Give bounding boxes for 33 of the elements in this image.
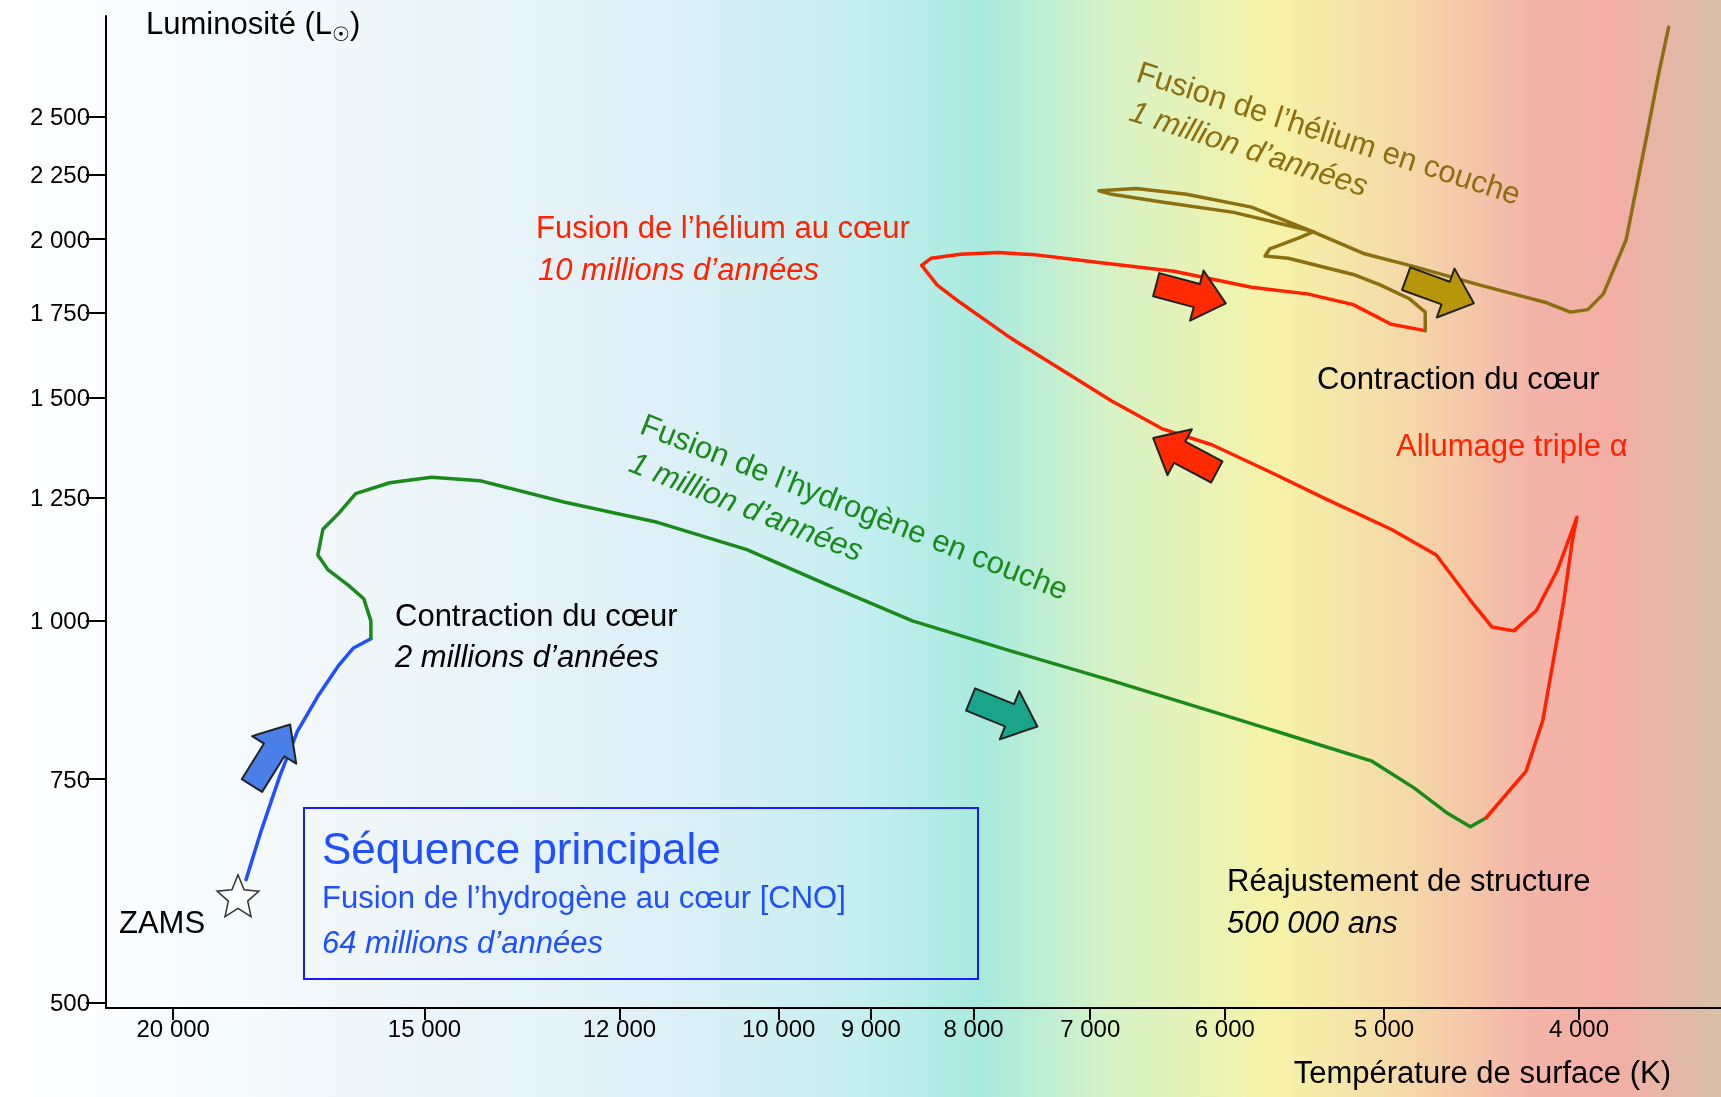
x-tick-label: 8 000	[943, 1014, 1004, 1042]
annotation: Contraction du cœur	[395, 597, 678, 633]
annotation: Allumage triple α	[1396, 427, 1628, 463]
x-tick-label: 10 000	[741, 1014, 816, 1042]
annotation: Fusion de l’hélium au cœur	[536, 209, 910, 245]
y-tick-label: 1 500	[29, 384, 90, 412]
annotation: 64 millions d’années	[322, 924, 603, 960]
annotation: Séquence principale	[322, 823, 721, 873]
x-tick-label: 5 000	[1354, 1014, 1415, 1042]
y-tick-label: 750	[49, 765, 90, 793]
y-tick-label: 1 000	[29, 607, 90, 635]
x-tick-label: 12 000	[582, 1014, 657, 1042]
x-tick-label: 15 000	[387, 1014, 462, 1042]
x-tick-label: 7 000	[1060, 1014, 1121, 1042]
annotation: Réajustement de structure	[1227, 862, 1591, 898]
annotation: 2 millions d’années	[394, 638, 659, 674]
y-tick-label: 1 250	[29, 484, 90, 512]
annotation: 500 000 ans	[1227, 904, 1398, 940]
annotation: 10 millions d’années	[538, 251, 819, 287]
y-axis-title: Luminosité (L$_{☉}$)	[146, 6, 361, 47]
x-tick-label: 6 000	[1194, 1014, 1255, 1042]
x-tick-label: 20 000	[136, 1014, 210, 1042]
annotation: Fusion de l’hydrogène au cœur [CNO]	[322, 879, 846, 915]
x-tick-label: 4 000	[1549, 1014, 1610, 1042]
y-tick-label: 2 500	[29, 102, 90, 130]
y-tick-label: 500	[49, 988, 90, 1016]
y-tick-label: 2 250	[29, 160, 90, 188]
y-tick-label: 1 750	[29, 299, 90, 327]
annotation: Contraction du cœur	[1317, 360, 1600, 396]
x-tick-label: 9 000	[840, 1014, 901, 1042]
annotation: ZAMS	[119, 904, 206, 940]
y-tick-label: 2 000	[29, 225, 90, 253]
x-axis-title: Température de surface (K)	[1293, 1055, 1671, 1091]
